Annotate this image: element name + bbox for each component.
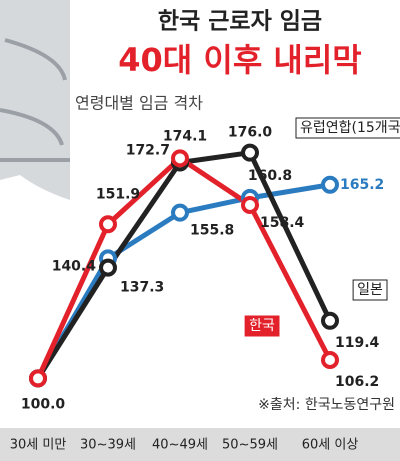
point-marker (99, 215, 117, 234)
point-marker (321, 351, 339, 369)
value-label: 158.4 (260, 215, 305, 231)
point-marker (171, 203, 189, 222)
point-marker (321, 311, 339, 330)
legend-label: 일본 (357, 282, 383, 298)
point-marker (321, 175, 339, 194)
legend-label: 유럽연합(15개국) (300, 120, 400, 136)
annotation: 연령대별 임금 격차 (75, 94, 203, 113)
value-label: 174.1 (163, 128, 207, 144)
value-label: 172.7 (126, 142, 170, 158)
legend-box (295, 117, 400, 139)
point-marker (241, 143, 259, 162)
value-label: 140.4 (52, 258, 97, 274)
legend-box (352, 279, 388, 301)
point-marker (241, 195, 259, 214)
point-marker (29, 369, 47, 388)
x-tick-label: 50~59세 (222, 438, 278, 453)
stair-steps (0, 38, 70, 162)
value-label: 176.0 (228, 125, 273, 141)
x-tick-label: 60세 이상 (302, 438, 359, 453)
chart-title: 한국 근로자 임금 (158, 9, 322, 35)
value-label: 165.2 (340, 177, 384, 193)
point-marker (99, 258, 117, 277)
value-label: 155.8 (190, 223, 234, 239)
x-tick-label: 40~49세 (152, 438, 208, 453)
legend-box (244, 315, 280, 337)
x-axis-band (0, 428, 400, 461)
x-tick-label: 30세 미만 (10, 438, 67, 453)
value-label: 137.3 (120, 280, 164, 296)
point-marker (171, 149, 189, 168)
source: ※출처: 한국노동연구원 (258, 397, 395, 413)
x-tick-label: 30~39세 (80, 438, 136, 453)
value-label: 151.9 (96, 186, 140, 202)
value-label: 106.2 (335, 374, 379, 390)
chart-subtitle: 40대 이후 내리막 (118, 41, 361, 79)
value-label: 119.4 (335, 335, 380, 351)
value-label: 160.8 (248, 168, 292, 184)
stair-image (0, 0, 70, 200)
value-label: 100.0 (21, 396, 66, 412)
legend-label: 한국 (249, 318, 275, 334)
